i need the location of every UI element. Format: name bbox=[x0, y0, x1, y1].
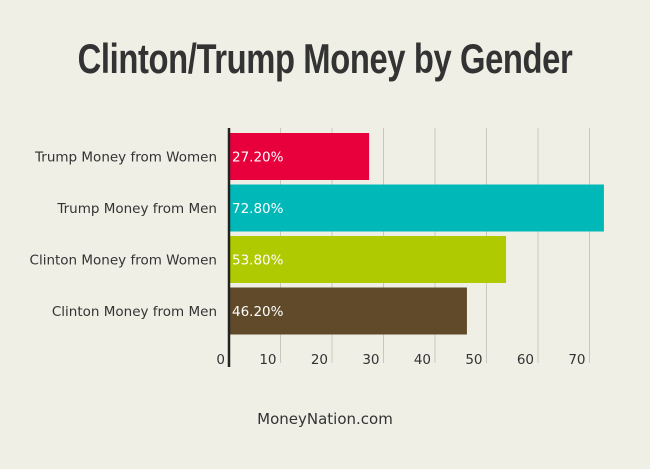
x-tick-label: 60 bbox=[517, 352, 534, 368]
category-label: Clinton Money from Men bbox=[52, 304, 217, 320]
chart-title: Clinton/Trump Money by Gender bbox=[77, 35, 573, 82]
category-label: Clinton Money from Women bbox=[30, 253, 217, 269]
bar-value-label: 46.20% bbox=[232, 304, 284, 320]
category-label: Trump Money from Men bbox=[56, 201, 217, 217]
category-labels: Trump Money from Women Trump Money from M… bbox=[30, 150, 217, 321]
bar-value-label: 27.20% bbox=[232, 150, 284, 166]
source-credit: MoneyNation.com bbox=[257, 410, 393, 428]
bar bbox=[229, 133, 370, 180]
x-axis-ticks: 0 10 20 30 40 50 60 70 bbox=[216, 352, 585, 368]
bars bbox=[229, 133, 604, 335]
x-tick-label: 30 bbox=[362, 352, 379, 368]
x-tick-label: 20 bbox=[311, 352, 328, 368]
x-tick-label: 0 bbox=[216, 352, 225, 368]
bar-value-label: 72.80% bbox=[232, 201, 284, 217]
category-label: Trump Money from Women bbox=[34, 150, 217, 166]
bar bbox=[229, 236, 507, 283]
bar-value-label: 53.80% bbox=[232, 253, 284, 269]
x-tick-label: 40 bbox=[414, 352, 431, 368]
value-labels: 27.20% 72.80% 53.80% 46.20% bbox=[232, 150, 284, 321]
x-tick-label: 10 bbox=[259, 352, 276, 368]
bar bbox=[229, 287, 467, 335]
x-tick-label: 50 bbox=[465, 352, 482, 368]
bar bbox=[229, 184, 604, 232]
x-tick-label: 70 bbox=[568, 352, 585, 368]
